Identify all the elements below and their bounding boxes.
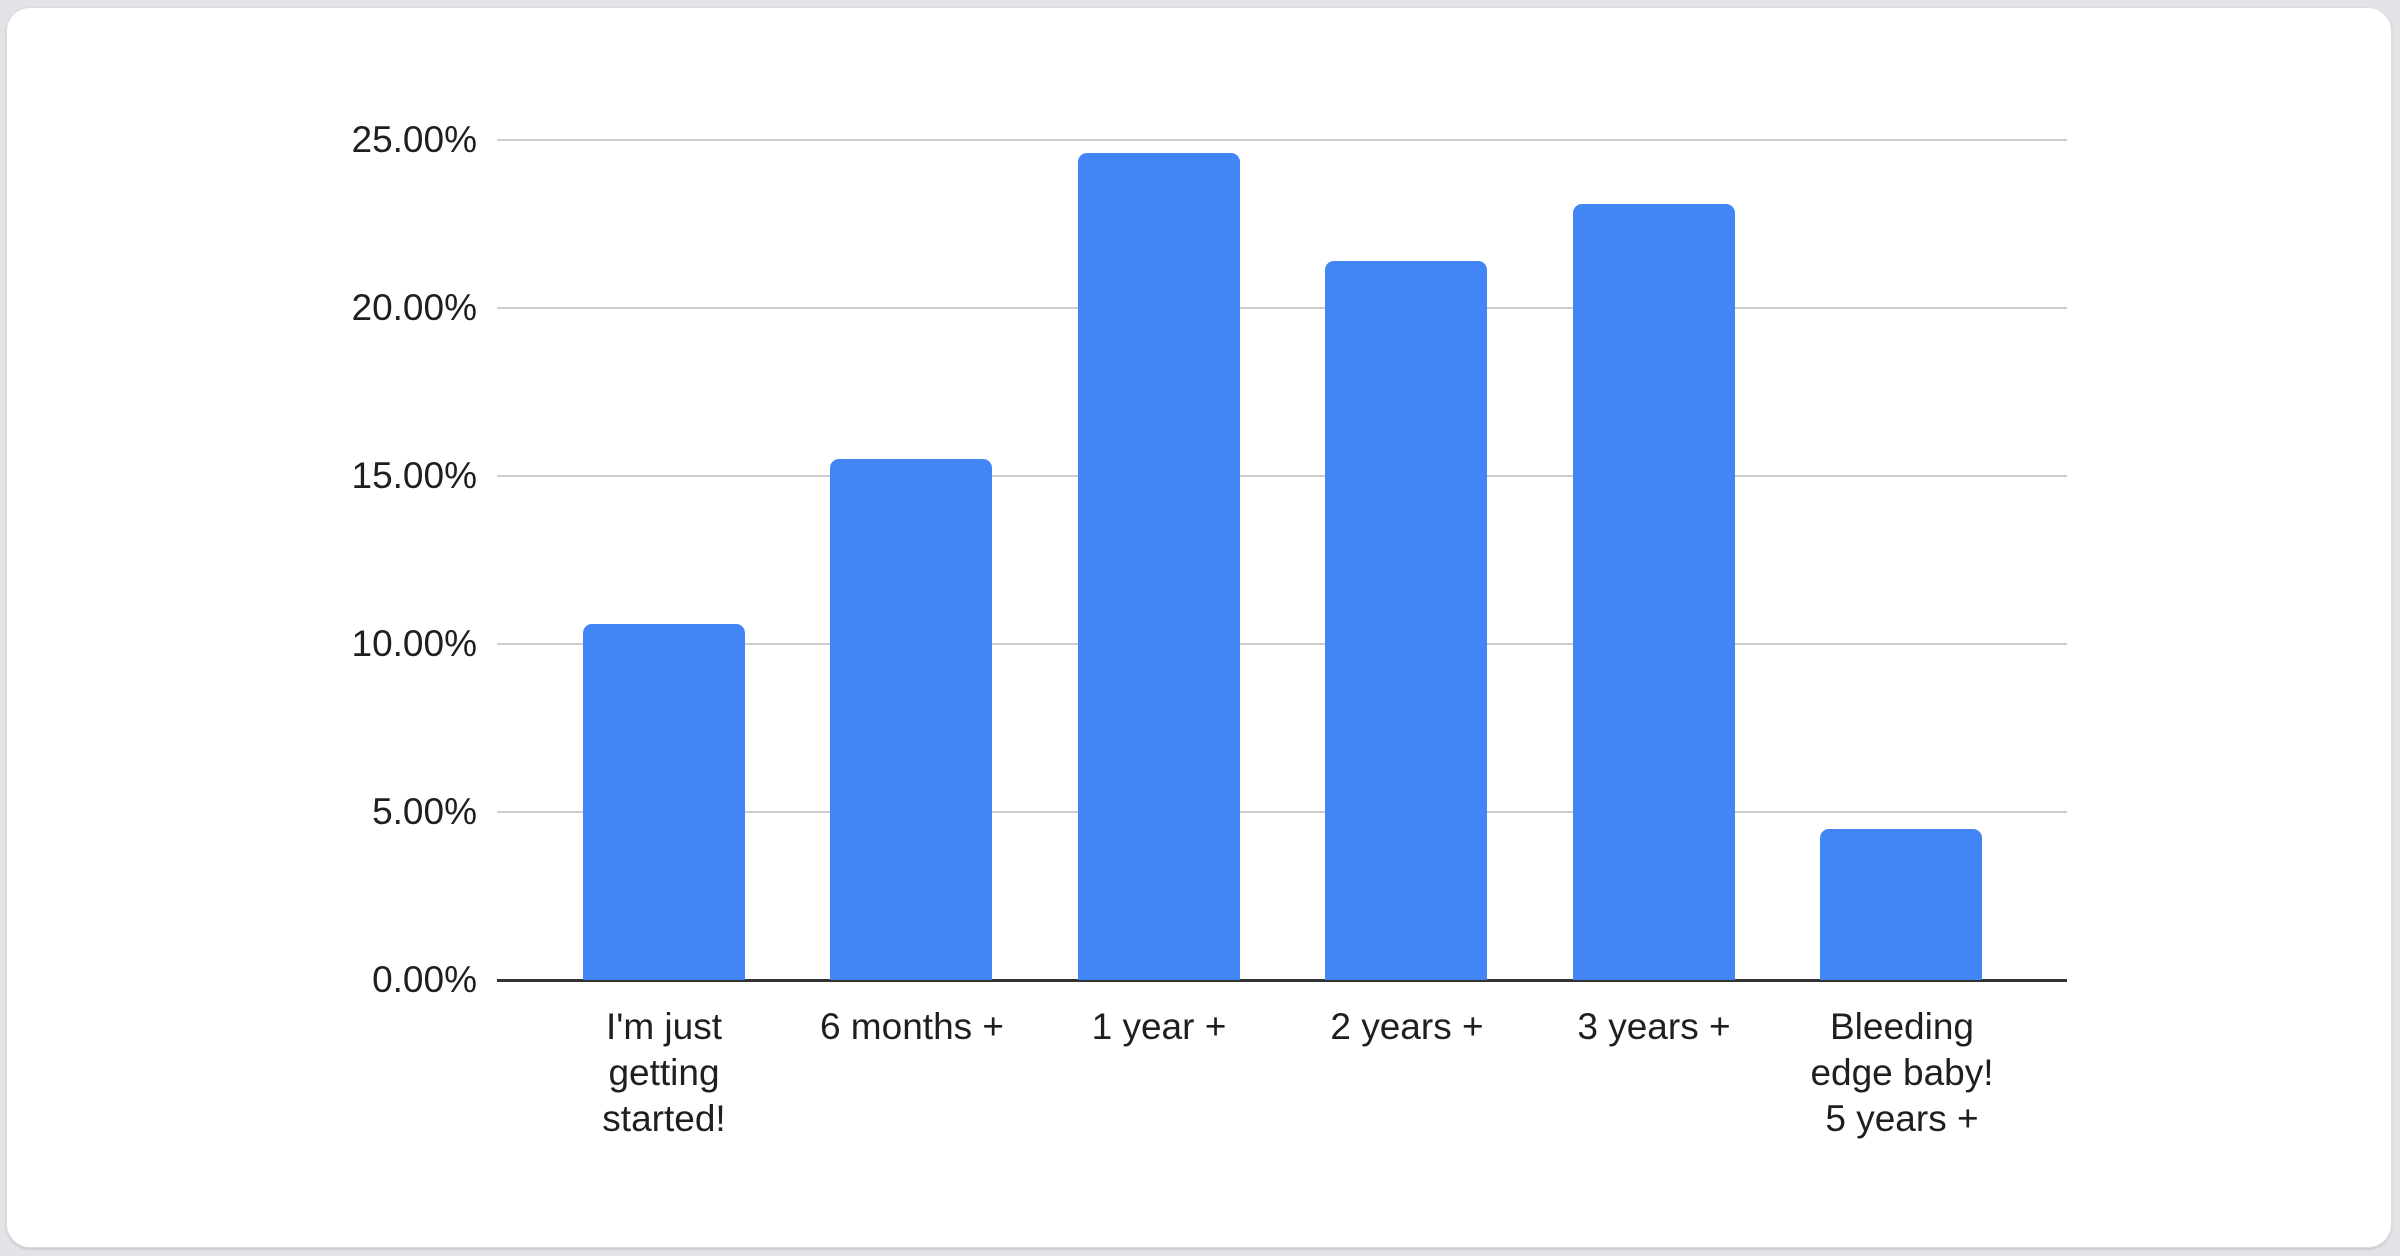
x-axis-tick-label-line: 1 year +: [1091, 1006, 1227, 1047]
x-axis-tick-label: 2 years +: [1283, 1004, 1531, 1050]
x-axis-tick-label-line: 2 years +: [1330, 1006, 1484, 1047]
bar-2: [830, 459, 992, 980]
bar-4: [1325, 261, 1487, 980]
x-axis-tick-label: 3 years +: [1530, 1004, 1778, 1050]
bar-5: [1573, 204, 1735, 980]
y-axis-tick-label: 5.00%: [372, 791, 477, 832]
y-axis-tick-label: 0.00%: [372, 959, 477, 1000]
bar-6: [1820, 829, 1982, 980]
x-axis-tick-label: I'm just getting started!: [540, 1004, 788, 1142]
gridline: [497, 307, 2067, 309]
x-axis-tick-label: 6 months +: [788, 1004, 1036, 1050]
y-axis-tick-label: 10.00%: [351, 623, 478, 664]
x-axis-tick-label-line: edge baby!: [1810, 1052, 1994, 1093]
y-axis-tick-label: 25.00%: [351, 119, 478, 160]
gridline: [497, 139, 2067, 141]
gridline: [497, 811, 2067, 813]
x-axis-tick-label-line: 3 years +: [1577, 1006, 1731, 1047]
x-axis-tick-label-line: Bleeding: [1829, 1006, 1974, 1047]
x-axis-tick-label-line: 6 months +: [819, 1006, 1005, 1047]
x-axis-tick-label-line: getting: [608, 1052, 720, 1093]
y-axis-tick-label: 15.00%: [351, 455, 478, 496]
bar-3: [1078, 153, 1240, 980]
x-axis-tick-label-line: 5 years +: [1825, 1098, 1979, 1139]
x-axis-tick-label-line: started!: [602, 1098, 726, 1139]
x-axis-line: [497, 979, 2067, 982]
gridline: [497, 643, 2067, 645]
x-axis-tick-label: Bleeding edge baby! 5 years +: [1778, 1004, 2026, 1142]
x-axis-tick-label: 1 year +: [1035, 1004, 1283, 1050]
bar-1: [583, 624, 745, 980]
gridline: [497, 475, 2067, 477]
x-axis-tick-label-line: I'm just: [605, 1006, 723, 1047]
y-axis-tick-label: 20.00%: [351, 287, 478, 328]
